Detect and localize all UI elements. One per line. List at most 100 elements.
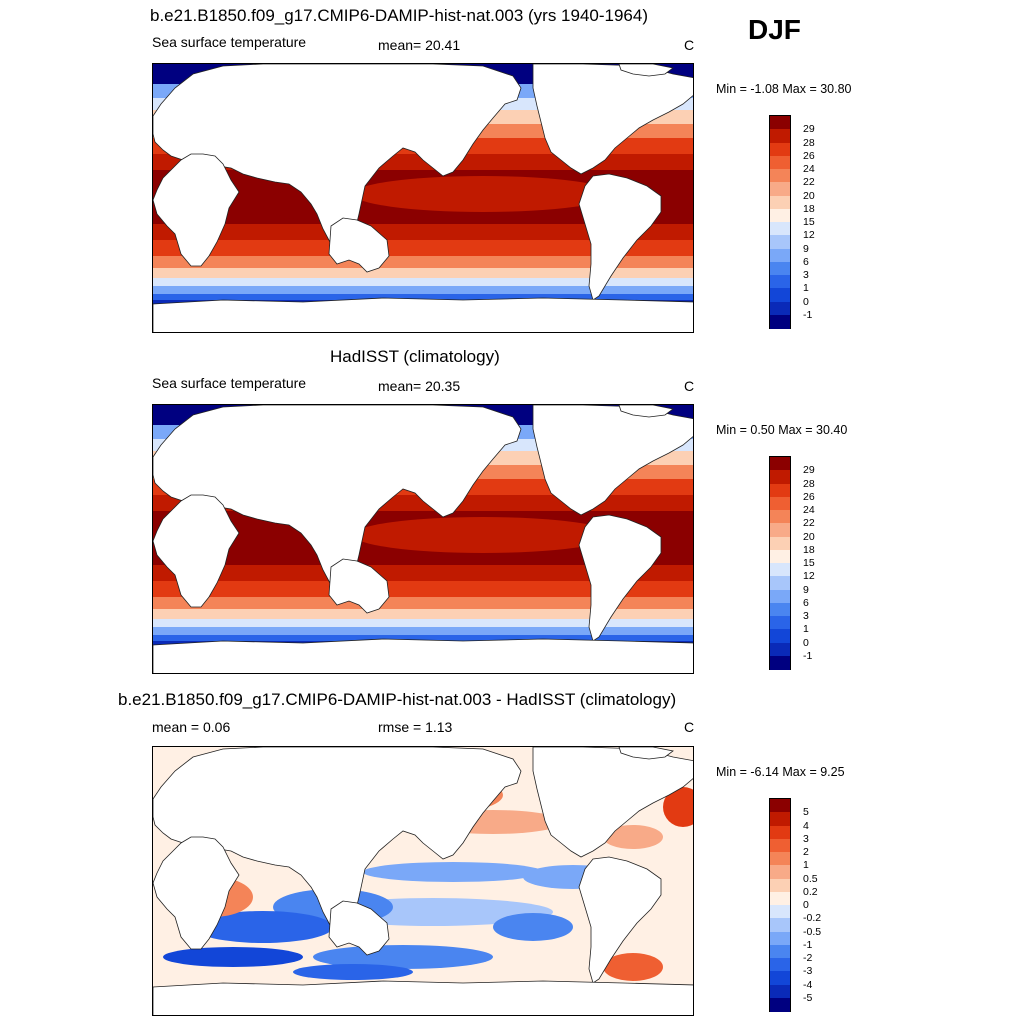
colorbar-swatch: [770, 288, 790, 302]
colorbar-level-label: 1: [803, 859, 809, 872]
colorbar-level-label: 9: [803, 242, 809, 255]
sst-map-canvas: [153, 405, 693, 673]
land-outline: [153, 836, 240, 950]
colorbar-level-label: 0: [803, 636, 809, 649]
colorbar-swatch: [770, 971, 790, 985]
colorbar-swatch: [770, 812, 790, 826]
colorbar-level-label: 20: [803, 530, 815, 543]
colorbar-level-label: 24: [803, 163, 815, 175]
land-outline: [328, 217, 390, 273]
land-outline: [618, 747, 674, 760]
colorbar-level-label: 28: [803, 477, 815, 490]
colorbar-level-label: -3: [803, 965, 813, 978]
colorbar-level-label: 15: [803, 216, 815, 228]
land-outline: [578, 514, 662, 642]
colorbar-level-label: 12: [803, 570, 815, 583]
colorbar-swatch: [770, 523, 790, 537]
colorbar-level-label: 3: [803, 610, 809, 622]
land-outline: [153, 980, 693, 1015]
sst-map-canvas: [153, 64, 693, 332]
colorbar-level-label: 2: [803, 846, 809, 858]
colorbar-swatch: [770, 931, 790, 946]
colorbar-swatch: [770, 852, 790, 866]
colorbar-level-label: 0.5: [803, 872, 818, 885]
colorbar-swatch: [770, 984, 790, 999]
panel3-rmse: rmse = 1.13: [378, 719, 453, 735]
panel3-colorbar: [769, 798, 791, 1012]
colorbar-level-label: -0.5: [803, 925, 822, 938]
colorbar-level-label: 3: [803, 832, 809, 845]
colorbar-swatch: [770, 116, 790, 130]
colorbar-level-label: 15: [803, 557, 815, 569]
panel2-colorbar: [769, 456, 791, 670]
colorbar-swatch: [770, 536, 790, 551]
panel2-minmax: Min = 0.50 Max = 30.40: [716, 423, 848, 437]
colorbar-level-label: 5: [803, 806, 809, 819]
colorbar-level-label: 18: [803, 543, 815, 556]
colorbar-level-label: 22: [803, 517, 815, 530]
colorbar-swatch: [770, 483, 790, 498]
panel2-map: [152, 404, 694, 674]
colorbar-swatch: [770, 997, 790, 1012]
panel3-title: b.e21.B1850.f09_g17.CMIP6-DAMIP-hist-nat…: [118, 690, 677, 709]
colorbar-level-label: 26: [803, 490, 815, 503]
colorbar-swatch: [770, 865, 790, 879]
land-outline: [153, 494, 240, 608]
panel3-map: [152, 746, 694, 1016]
land-outline: [618, 64, 674, 77]
colorbar-swatch: [770, 602, 790, 617]
colorbar-level-label: 29: [803, 123, 815, 136]
colorbar-swatch: [770, 958, 790, 972]
panel1-map: [152, 63, 694, 333]
land-outline: [532, 64, 693, 175]
colorbar-swatch: [770, 944, 790, 959]
colorbar-level-label: 1: [803, 282, 809, 295]
panel3-minmax: Min = -6.14 Max = 9.25: [716, 765, 845, 779]
colorbar-level-label: -1: [803, 308, 813, 321]
colorbar-swatch: [770, 642, 790, 657]
colorbar-level-label: 0.2: [803, 885, 818, 898]
colorbar-level-label: 6: [803, 596, 809, 609]
panel1-variable: Sea surface temperature: [152, 34, 307, 50]
panel3-mean: mean = 0.06: [152, 719, 231, 735]
colorbar-swatch: [770, 275, 790, 289]
colorbar-swatch: [770, 576, 790, 590]
panel2-title: HadISST (climatology): [330, 347, 500, 366]
colorbar-level-label: 20: [803, 189, 815, 202]
colorbar-level-label: -1: [803, 938, 813, 951]
colorbar-swatch: [770, 457, 790, 471]
land-outline: [532, 405, 693, 516]
colorbar-level-label: -5: [803, 991, 813, 1004]
panel2-units: C: [684, 378, 695, 394]
colorbar-level-label: 4: [803, 819, 809, 832]
colorbar-swatch: [770, 155, 790, 170]
colorbar-swatch: [770, 799, 790, 813]
colorbar-level-label: 26: [803, 149, 815, 162]
colorbar-level-label: 28: [803, 136, 815, 149]
colorbar-level-label: 18: [803, 202, 815, 215]
land-outline: [532, 747, 693, 858]
colorbar-level-label: 12: [803, 229, 815, 242]
colorbar-swatch: [770, 301, 790, 316]
sst-map-canvas: [153, 747, 693, 1015]
land-outline: [328, 900, 390, 956]
colorbar-swatch: [770, 222, 790, 236]
colorbar-swatch: [770, 838, 790, 853]
colorbar-swatch: [770, 182, 790, 196]
colorbar-level-label: 3: [803, 269, 809, 281]
colorbar-swatch: [770, 314, 790, 329]
colorbar-level-label: 0: [803, 295, 809, 308]
season-label: DJF: [748, 14, 801, 45]
colorbar-level-label: 6: [803, 255, 809, 268]
land-outline: [328, 558, 390, 614]
panel1-title: b.e21.B1850.f09_g17.CMIP6-DAMIP-hist-nat…: [150, 6, 648, 25]
panel2-variable: Sea surface temperature: [152, 375, 307, 391]
colorbar-swatch: [770, 825, 790, 840]
land-outline: [153, 153, 240, 267]
colorbar-level-label: -2: [803, 952, 813, 964]
colorbar-level-label: 22: [803, 176, 815, 189]
panel3-units: C: [684, 719, 695, 735]
colorbar-swatch: [770, 616, 790, 630]
colorbar-swatch: [770, 629, 790, 643]
colorbar-swatch: [770, 878, 790, 893]
